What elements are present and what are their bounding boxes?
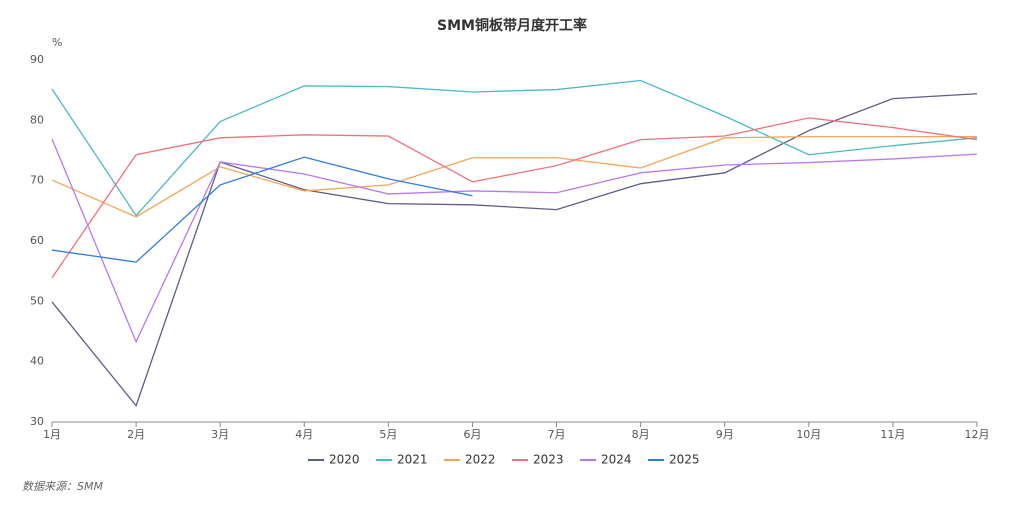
x-tick-label: 12月	[965, 428, 990, 441]
x-tick-label: 3月	[211, 428, 229, 441]
x-tick-label: 10月	[796, 428, 821, 441]
x-tick-label: 6月	[463, 428, 481, 441]
series-line	[51, 93, 978, 408]
y-tick-label: 80	[30, 113, 44, 126]
x-tick-label: 9月	[716, 428, 734, 441]
legend-label: 2022	[465, 453, 496, 467]
series-line	[51, 117, 978, 279]
legend-label: 2025	[669, 453, 700, 467]
series-line	[51, 156, 473, 263]
x-tick-label: 4月	[295, 428, 313, 441]
x-tick-label: 1月	[43, 428, 61, 441]
chart-title: SMM铜板带月度开工率	[437, 17, 587, 34]
y-tick-label: 40	[30, 355, 44, 368]
y-tick-label: 90	[30, 53, 44, 66]
legend-label: 2024	[601, 453, 632, 467]
y-tick-label: 50	[30, 294, 44, 307]
y-tick-label: 60	[30, 234, 44, 247]
legend-label: 2023	[533, 453, 564, 467]
series-line	[51, 138, 978, 344]
legend-label: 2021	[397, 453, 428, 467]
y-tick-label: 70	[30, 174, 44, 187]
x-tick-label: 8月	[632, 428, 650, 441]
x-tick-label: 5月	[379, 428, 397, 441]
series-line	[51, 79, 978, 217]
legend-label: 2020	[329, 453, 360, 467]
y-axis-unit: %	[52, 36, 62, 49]
source-note: 数据来源：SMM	[22, 480, 103, 493]
y-tick-label: 30	[30, 415, 44, 428]
x-tick-label: 2月	[127, 428, 145, 441]
x-tick-label: 7月	[548, 428, 566, 441]
series-line	[51, 135, 977, 218]
x-tick-label: 11月	[880, 428, 905, 441]
